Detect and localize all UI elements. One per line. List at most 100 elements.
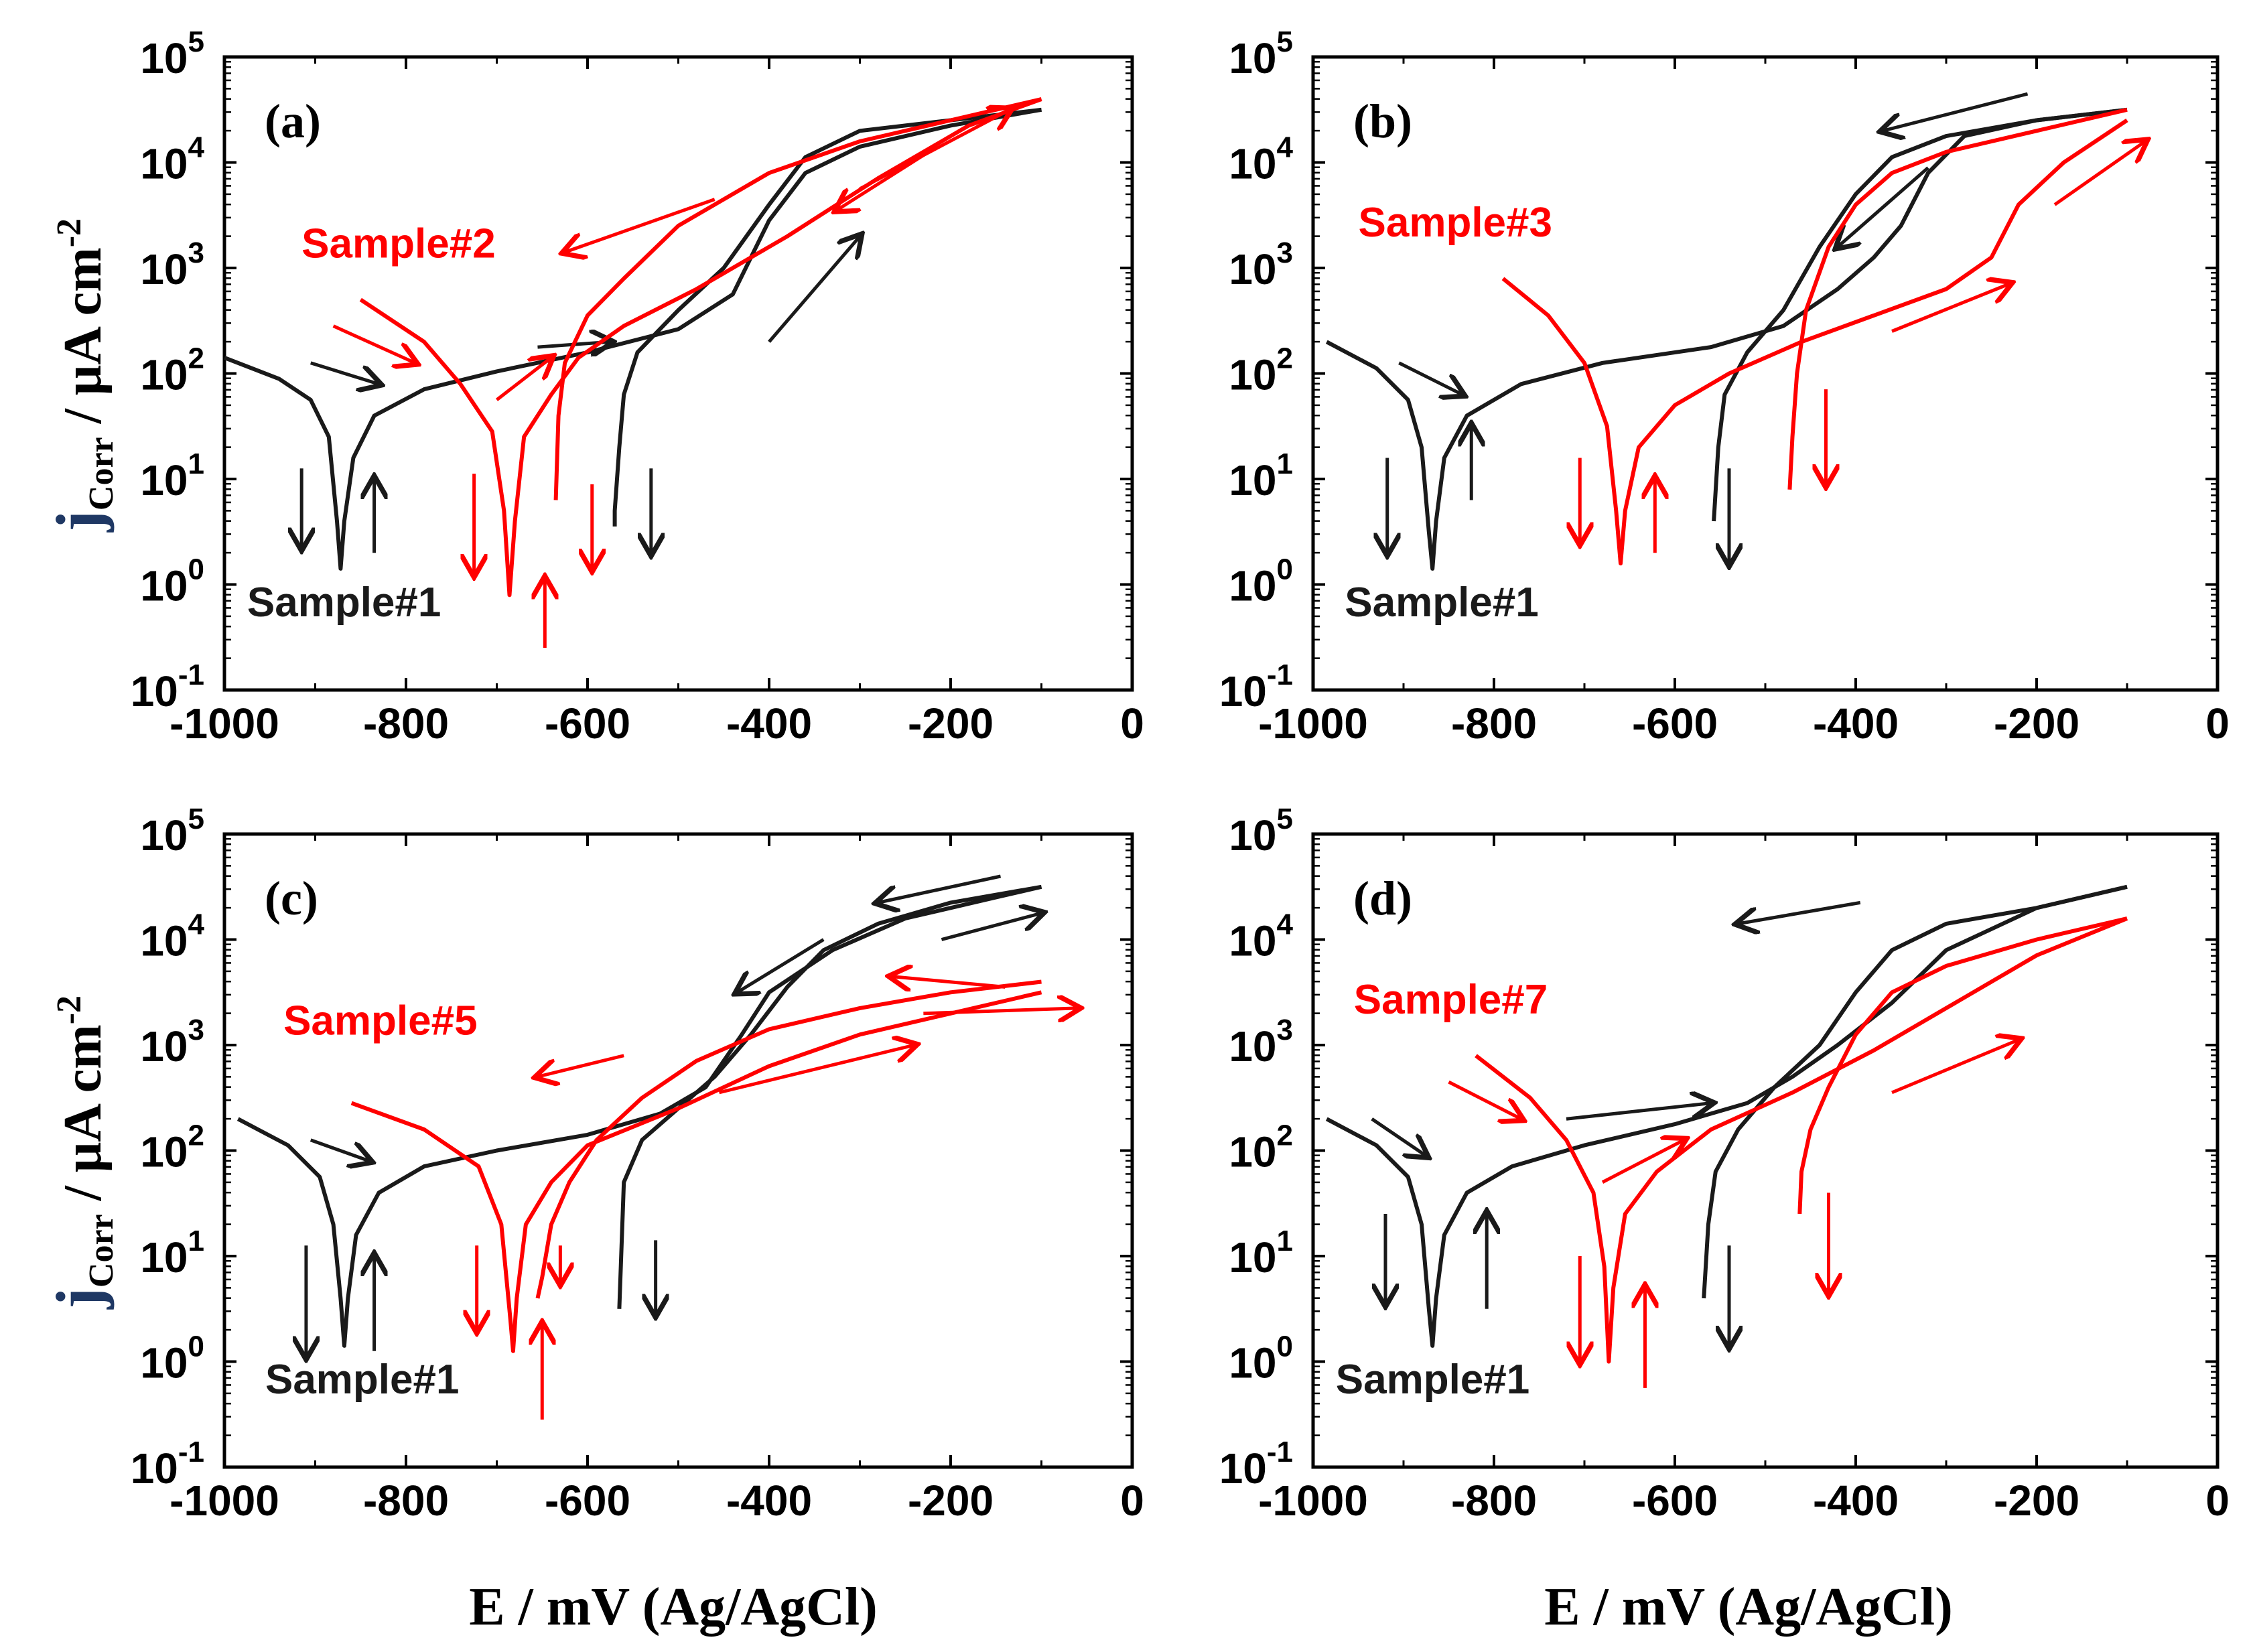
reverse-scan-line [1787,107,2128,490]
forward-scan-line [1475,916,2128,1364]
series-sample5: Sample#5 [283,977,1078,1420]
scan-direction-arrow [1601,1140,1684,1184]
x-tick-label: 0 [1120,699,1144,748]
x-tick-label: -800 [1451,699,1537,748]
scan-direction-arrow [941,913,1041,941]
y-tick-label: 103 [140,1014,204,1071]
scan-direction-arrow [1891,1040,2019,1095]
scan-direction-arrow [310,1138,370,1162]
y-tick-label: 102 [140,1119,204,1176]
y-title-j: j [43,510,115,533]
scan-direction-arrow [2053,141,2145,206]
y-tick-label: 105 [140,803,204,859]
panel-c: -1000 -800 -600 -400 -200 0 105 104 103 102 101 100… [131,803,1144,1525]
y-tick-label: 104 [140,131,204,188]
x-tick-label: -400 [726,699,812,748]
scan-direction-arrow [565,198,715,253]
x-tick-label: -600 [1632,699,1718,748]
forward-scan-line [1501,119,2128,565]
y-tick-label: 104 [1229,131,1293,188]
sample-label: Sample#3 [1359,200,1553,246]
scan-direction-arrow [878,874,1002,902]
series-sample1: Sample#1 [1325,884,2128,1403]
x-tick-label: -400 [726,1476,812,1525]
x-tick-label: -400 [1813,1476,1899,1525]
y-tick-label: 103 [1229,1014,1293,1071]
y-tick-label: 100 [1229,1330,1293,1387]
x-tick-label: -1000 [169,1476,279,1525]
panel-b: -1000 -800 -600 -400 -200 0 105 104 103 102 101 100… [1219,25,2230,748]
series-sample3: Sample#3 [1359,107,2146,565]
panel-label: (b) [1353,94,1412,148]
series-sample2: Sample#2 [301,97,1042,648]
y-title-sub: Corr [82,1214,121,1288]
panel-d: -1000 -800 -600 -400 -200 0 105 104 103 102 101 100… [1219,803,2230,1525]
panel-a: -1000 -800 -600 -400 -200 0 105 104 103 102 101 100… [131,25,1144,748]
scan-direction-arrow [859,110,1010,191]
scan-direction-arrow [718,1045,914,1095]
x-axis-title-left: E / mV (Ag/AgCl) [469,1578,878,1637]
y-tick-label: 100 [1229,553,1293,610]
y-tick-label: 10-1 [1219,659,1293,715]
x-tick-label: 0 [2205,699,2230,748]
y-tick-label: 105 [1229,25,1293,82]
y-title-sup: -2 [50,218,88,247]
sample-label: Sample#2 [301,220,496,267]
y-tick-label: 101 [140,448,204,504]
scan-direction-arrow [923,1008,1077,1014]
scan-direction-arrow [1883,92,2029,131]
scan-direction-arrow [332,324,415,363]
x-tick-label: -400 [1813,699,1899,748]
x-tick-label: -200 [908,1476,994,1525]
x-tick-label: 0 [2205,1476,2230,1525]
y-tick-label: 105 [140,25,204,82]
sample-label: Sample#5 [283,997,478,1044]
reverse-scan-line [1702,884,2128,1299]
x-tick-label: -600 [545,1476,630,1525]
x-tick-label: -600 [1632,1476,1718,1525]
sample-label: Sample#1 [247,579,441,626]
y-title-sub: Corr [82,437,121,510]
scan-direction-arrow [1838,166,1929,247]
scan-direction-arrow [892,977,1006,987]
y-tick-label: 101 [1229,1225,1293,1282]
x-tick-label: -800 [363,699,449,748]
x-tick-label: -1000 [169,699,279,748]
scan-direction-arrow [495,358,551,401]
panels: -1000 -800 -600 -400 -200 0 105 104 103 102 101 100… [131,25,2230,1525]
y-tick-label: 101 [1229,448,1293,504]
y-tick-label: 10-1 [1219,1436,1293,1493]
y-tick-label: 102 [140,342,204,399]
forward-scan-line [359,97,1042,598]
y-title-rest: / μA cm [54,1024,113,1214]
scan-direction-arrow [1371,1117,1426,1156]
sample-label: Sample#1 [1336,1357,1530,1403]
series-sample7: Sample#7 [1354,916,2128,1388]
reverse-scan-line [553,97,1042,500]
series-sample1: Sample#1 [1325,92,2128,626]
reverse-scan-line [1712,107,2128,522]
y-tick-label: 105 [1229,803,1293,859]
y-tick-label: 103 [140,236,204,293]
y-tick-label: 102 [1229,1119,1293,1176]
scan-direction-arrow [768,236,860,343]
x-tick-label: -1000 [1258,699,1368,748]
scan-direction-arrow [1891,284,2010,333]
y-tick-label: 101 [140,1225,204,1282]
reverse-scan-line [612,107,1042,527]
y-tick-label: 100 [140,1330,204,1387]
x-tick-label: -800 [1451,1476,1537,1525]
reverse-scan-line [1797,916,2128,1215]
y-title-sup: -2 [50,995,88,1024]
reverse-scan-line [617,884,1042,1309]
sample-label: Sample#1 [1345,579,1539,626]
x-tick-label: 0 [1120,1476,1144,1525]
scan-direction-arrow [537,1054,624,1077]
y-axis-title-top: jCorr / μA cm-2 [43,218,121,533]
series-sample1: Sample#1 [236,874,1042,1403]
y-tick-label: 103 [1229,236,1293,293]
scan-direction-arrow [738,938,825,993]
y-tick-label: 102 [1229,342,1293,399]
y-title-rest: / μA cm [54,247,113,437]
